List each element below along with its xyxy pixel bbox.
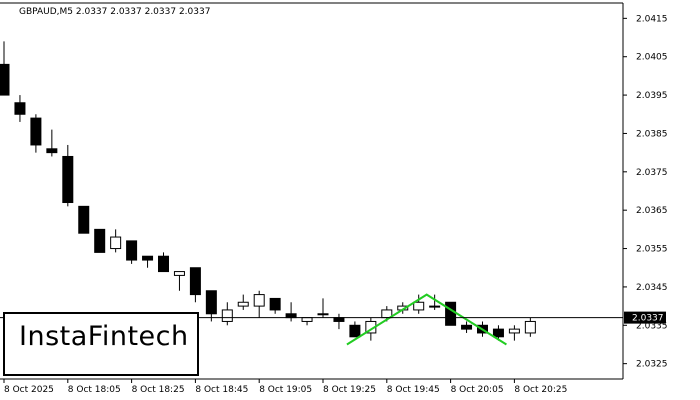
time-tick-label: 8 Oct 18:25 bbox=[132, 385, 185, 395]
bear-candle bbox=[126, 240, 138, 261]
bear-candle bbox=[333, 317, 345, 322]
price-tick-label: 2.0325 bbox=[636, 360, 668, 370]
price-tick-label: 2.0365 bbox=[636, 206, 668, 216]
bull-candle bbox=[429, 305, 441, 308]
time-tick-label: 8 Oct 18:05 bbox=[68, 385, 121, 395]
price-tick-label: 2.0345 bbox=[636, 283, 668, 293]
price-tick-label: 2.0335 bbox=[636, 321, 668, 331]
current-price-box bbox=[624, 311, 666, 324]
price-tick-label: 2.0405 bbox=[636, 53, 668, 63]
bull-candle bbox=[110, 236, 122, 250]
candles-group bbox=[0, 41, 536, 341]
bull-candle bbox=[301, 317, 313, 322]
bear-candle bbox=[492, 328, 504, 338]
bear-candle bbox=[349, 324, 361, 338]
price-tick-label: 2.0355 bbox=[636, 245, 668, 255]
logo-text: InstaFintech bbox=[19, 321, 189, 352]
bull-candle bbox=[221, 309, 233, 322]
bear-candle bbox=[158, 255, 169, 273]
price-tick-label: 2.0395 bbox=[636, 91, 668, 101]
bear-candle bbox=[78, 205, 90, 234]
pattern-line bbox=[346, 293, 507, 346]
time-tick-label: 8 Oct 2025 bbox=[4, 385, 54, 395]
time-tick-label: 8 Oct 19:25 bbox=[323, 385, 376, 395]
bear-candle bbox=[46, 148, 58, 154]
bear-candle bbox=[0, 63, 10, 96]
chart-title: GBPAUD,M5 2.0337 2.0337 2.0337 2.0337 bbox=[19, 7, 210, 17]
time-tick-label: 8 Oct 19:05 bbox=[259, 385, 312, 395]
bull-candle bbox=[317, 313, 329, 316]
time-axis: 8 Oct 2025 8 Oct 18:05 8 Oct 18:25 8 Oct 18… bbox=[3, 379, 567, 395]
time-tick-label: 8 Oct 18:45 bbox=[195, 385, 248, 395]
price-tick-label: 2.0385 bbox=[636, 129, 668, 139]
bull-candle bbox=[173, 271, 185, 276]
bear-candle bbox=[30, 117, 42, 146]
bull-candle bbox=[524, 320, 536, 334]
current-price-label: 2.0337 bbox=[632, 314, 664, 324]
time-tick-label: 8 Oct 20:25 bbox=[514, 385, 567, 395]
bear-candle bbox=[461, 324, 473, 330]
time-tick-label: 8 Oct 20:05 bbox=[451, 385, 504, 395]
bull-candle bbox=[253, 294, 265, 307]
pattern-line-group bbox=[346, 293, 507, 346]
bear-candle bbox=[94, 228, 106, 253]
bear-candle bbox=[14, 102, 26, 115]
bear-candle bbox=[445, 301, 457, 326]
time-tick-label: 8 Oct 19:45 bbox=[387, 385, 440, 395]
bear-candle bbox=[189, 267, 201, 296]
bear-candle bbox=[142, 255, 154, 261]
bull-candle bbox=[508, 328, 520, 334]
price-tick-label: 2.0375 bbox=[636, 168, 668, 178]
bear-candle bbox=[269, 297, 281, 311]
bear-candle bbox=[285, 313, 297, 319]
bear-candle bbox=[62, 155, 74, 204]
logo-box: InstaFintech bbox=[3, 312, 199, 376]
bull-candle bbox=[413, 301, 425, 311]
bear-candle bbox=[205, 290, 217, 315]
bull-candle bbox=[237, 301, 249, 307]
price-tick-label: 2.0415 bbox=[636, 14, 668, 24]
price-axis: 2.0415 2.0405 2.0395 2.0385 2.0375 2.0365 2.03… bbox=[0, 2, 668, 380]
